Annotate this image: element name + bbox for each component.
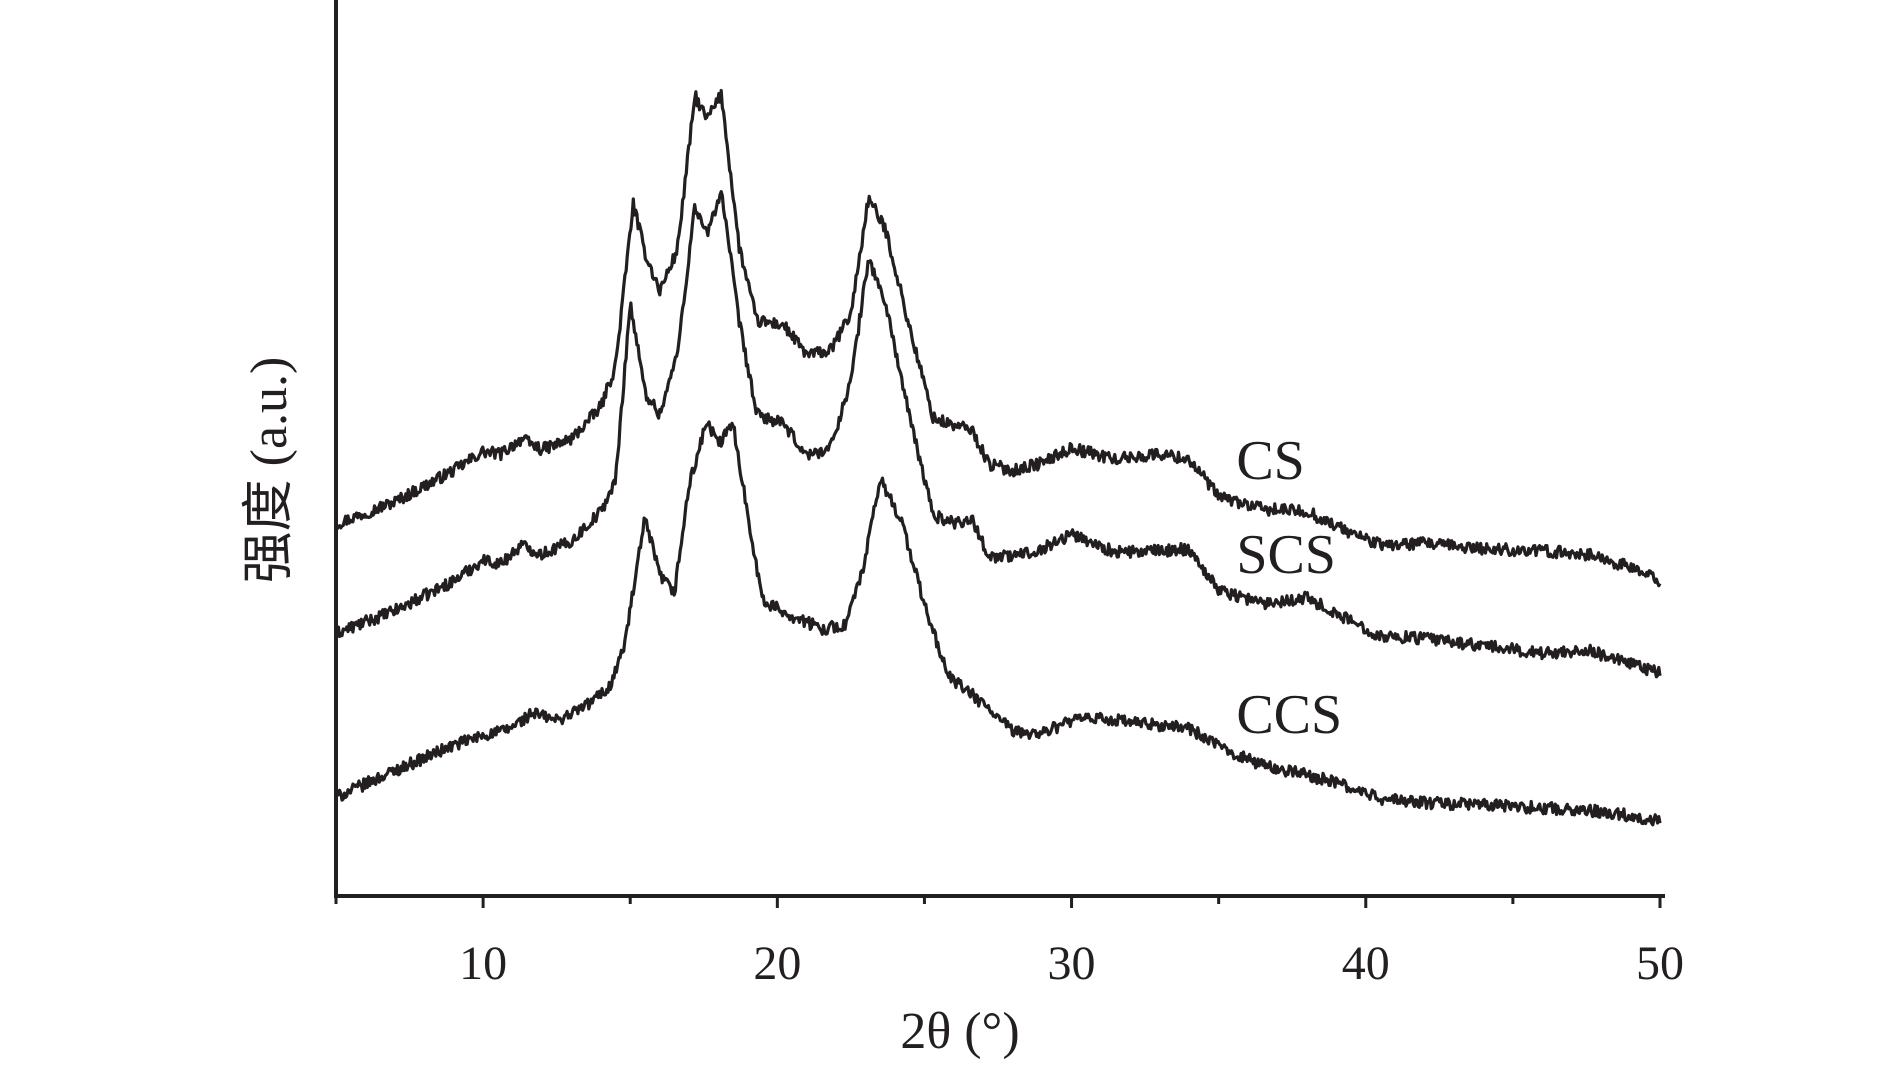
series-line-ccs xyxy=(334,420,1662,827)
series-lines xyxy=(334,88,1662,827)
series-label-ccs: CCS xyxy=(1236,684,1342,746)
series-line-scs xyxy=(334,190,1662,679)
x-axis-title: 2θ (°) xyxy=(900,1003,1019,1060)
series-label-cs: CS xyxy=(1236,430,1305,492)
x-tick-label: 20 xyxy=(753,937,801,990)
x-tick-label: 30 xyxy=(1048,937,1096,990)
series-labels: CS SCS CCS xyxy=(1236,430,1342,746)
series-line-cs xyxy=(334,88,1662,588)
x-tick-labels: 10 20 30 40 50 xyxy=(459,937,1684,990)
x-tick-label: 10 xyxy=(459,937,507,990)
series-label-scs: SCS xyxy=(1236,524,1336,586)
y-axis-title: 强度 (a.u.) xyxy=(241,357,298,584)
x-tick-label: 40 xyxy=(1342,937,1390,990)
x-tick-label: 50 xyxy=(1636,937,1684,990)
x-ticks xyxy=(334,896,1662,908)
plot-area: CS SCS CCS xyxy=(334,88,1662,827)
